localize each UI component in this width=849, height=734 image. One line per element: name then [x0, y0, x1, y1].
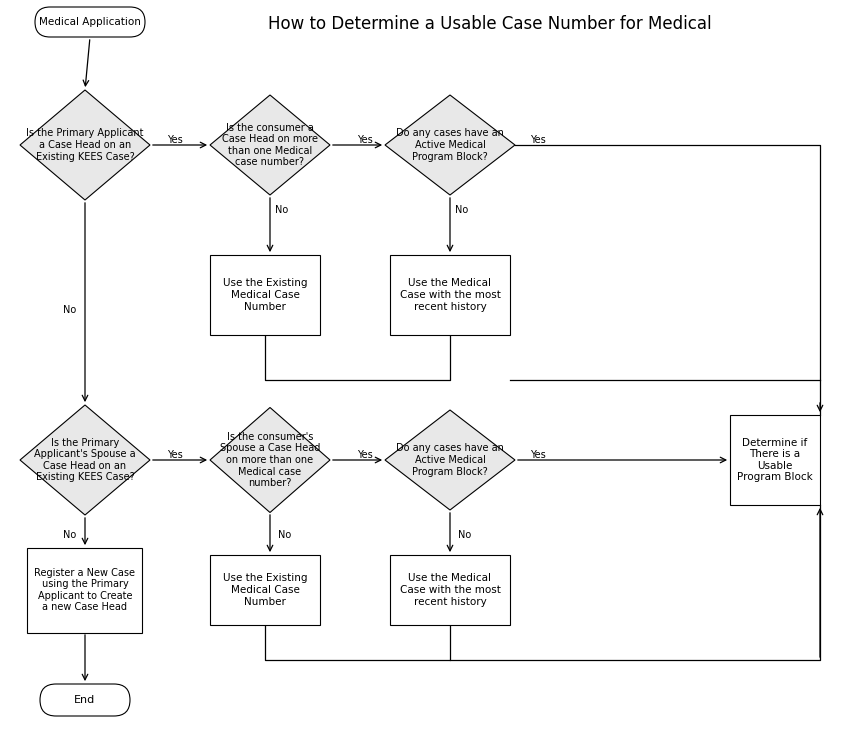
Polygon shape [20, 90, 150, 200]
FancyBboxPatch shape [27, 548, 143, 633]
Text: No: No [458, 530, 471, 540]
Text: Medical Application: Medical Application [39, 17, 141, 27]
Text: Is the Primary Applicant
a Case Head on an
Existing KEES Case?: Is the Primary Applicant a Case Head on … [26, 128, 143, 161]
FancyBboxPatch shape [40, 684, 130, 716]
FancyBboxPatch shape [390, 555, 510, 625]
Text: Is the consumer a
Case Head on more
than one Medical
case number?: Is the consumer a Case Head on more than… [222, 123, 318, 167]
Text: Use the Medical
Case with the most
recent history: Use the Medical Case with the most recen… [400, 573, 500, 606]
Text: Yes: Yes [167, 450, 183, 460]
Text: Do any cases have an
Active Medical
Program Block?: Do any cases have an Active Medical Prog… [396, 443, 504, 476]
Polygon shape [385, 95, 515, 195]
Text: Use the Existing
Medical Case
Number: Use the Existing Medical Case Number [222, 573, 307, 606]
Text: Use the Existing
Medical Case
Number: Use the Existing Medical Case Number [222, 278, 307, 312]
Text: End: End [75, 695, 96, 705]
Text: How to Determine a Usable Case Number for Medical: How to Determine a Usable Case Number fo… [268, 15, 711, 33]
FancyBboxPatch shape [210, 555, 320, 625]
Text: Is the Primary
Applicant's Spouse a
Case Head on an
Existing KEES Case?: Is the Primary Applicant's Spouse a Case… [34, 437, 136, 482]
Text: No: No [64, 305, 76, 315]
Text: Yes: Yes [357, 450, 373, 460]
Polygon shape [385, 410, 515, 510]
FancyBboxPatch shape [210, 255, 320, 335]
Polygon shape [20, 405, 150, 515]
FancyBboxPatch shape [390, 255, 510, 335]
FancyBboxPatch shape [730, 415, 820, 505]
Text: No: No [64, 530, 76, 540]
Text: No: No [278, 530, 291, 540]
Text: Register a New Case
using the Primary
Applicant to Create
a new Case Head: Register a New Case using the Primary Ap… [35, 567, 136, 612]
Text: Is the consumer's
Spouse a Case Head
on more than one
Medical case
number?: Is the consumer's Spouse a Case Head on … [220, 432, 320, 488]
Text: Yes: Yes [530, 135, 546, 145]
Text: Do any cases have an
Active Medical
Program Block?: Do any cases have an Active Medical Prog… [396, 128, 504, 161]
Text: Determine if
There is a
Usable
Program Block: Determine if There is a Usable Program B… [737, 437, 812, 482]
Text: Yes: Yes [357, 135, 373, 145]
Text: Yes: Yes [167, 135, 183, 145]
Polygon shape [210, 95, 330, 195]
Polygon shape [210, 407, 330, 512]
Text: No: No [455, 205, 469, 215]
FancyBboxPatch shape [35, 7, 145, 37]
Text: No: No [275, 205, 289, 215]
Text: Use the Medical
Case with the most
recent history: Use the Medical Case with the most recen… [400, 278, 500, 312]
Text: Yes: Yes [530, 450, 546, 460]
